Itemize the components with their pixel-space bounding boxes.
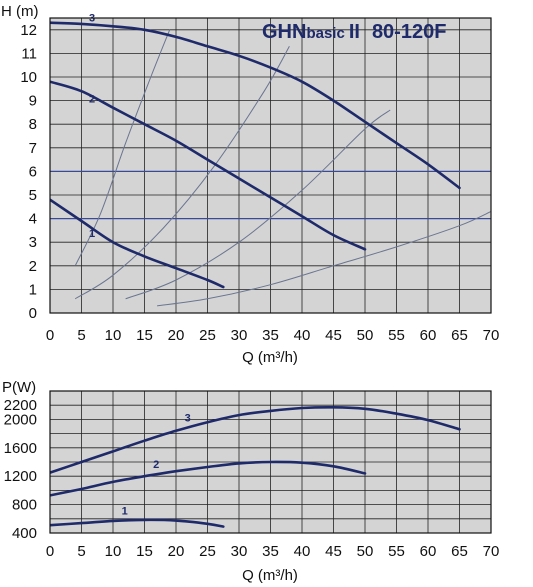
power-chart-x-tick-label: 70 — [483, 543, 500, 560]
power-curve-1 — [50, 518, 225, 528]
head-chart-x-tick-label: 25 — [199, 327, 216, 344]
head-chart-x-tick-label: 45 — [325, 327, 342, 344]
head-chart-y-tick-label: 0 — [29, 305, 37, 322]
head-chart-y-tick-label: 11 — [21, 45, 37, 62]
power-chart-series — [50, 405, 461, 528]
power-chart-x-tick-label: 30 — [231, 543, 248, 560]
power-chart-x-tick-label: 50 — [357, 543, 374, 560]
head-chart-x-tick-label: 60 — [420, 327, 437, 344]
power-chart-series-labels: 1 2 3 — [122, 412, 191, 517]
head-curve-1 — [50, 198, 225, 289]
head-chart-y-tick-label: 2 — [29, 258, 37, 275]
power-chart-y-axis-label: P(W) — [2, 379, 36, 396]
head-chart-x-tick-label: 55 — [388, 327, 405, 344]
head-chart-system-curve — [125, 109, 391, 300]
power-chart-x-tick-label: 55 — [388, 543, 405, 560]
head-chart-y-tick-label: 6 — [29, 163, 37, 180]
power-chart-x-tick-label: 40 — [294, 543, 311, 560]
power-chart-y-tick-label: 400 — [12, 525, 37, 542]
chart-title-model: 80-120F — [372, 21, 447, 43]
power-chart-y-tick-label: 1200 — [4, 468, 37, 485]
power-chart-x-tick-label: 10 — [105, 543, 122, 560]
head-chart-x-tick-label: 30 — [231, 327, 248, 344]
head-chart-series — [50, 21, 461, 289]
head-chart-x-tick-label: 5 — [77, 327, 85, 344]
head-curve-label-2: 2 — [89, 94, 95, 106]
head-chart-y-tick-label: 1 — [29, 281, 37, 298]
head-chart-y-tick-label: 4 — [29, 211, 37, 228]
head-chart-x-tick-label: 50 — [357, 327, 374, 344]
head-chart-x-tick-label: 70 — [483, 327, 500, 344]
chart-title-brand: GHN — [262, 21, 306, 43]
head-chart-x-tick-label: 40 — [294, 327, 311, 344]
power-chart-x-tick-label: 25 — [199, 543, 216, 560]
power-chart-y-tick-label: 2200 — [4, 397, 37, 414]
power-chart-x-axis-label: Q (m³/h) — [242, 567, 298, 584]
head-chart-x-tick-label: 20 — [168, 327, 185, 344]
head-chart-system-curve — [157, 211, 491, 307]
power-curve-label-1: 1 — [122, 506, 128, 518]
power-chart-frame — [49, 390, 492, 534]
power-chart-y-tick-label: 1600 — [4, 440, 37, 457]
chart-title-roman: II — [349, 21, 360, 43]
head-chart-y-axis-label: H (m) — [1, 3, 39, 20]
power-chart-y-tick-label: 800 — [12, 497, 37, 514]
head-chart-frame — [49, 17, 492, 314]
head-curve-label-1: 1 — [89, 228, 95, 240]
head-chart-x-tick-label: 15 — [136, 327, 153, 344]
head-chart-x-ticks: 0 5 10 15 20 25 30 35 40 45 50 55 60 65 70 — [46, 327, 500, 344]
head-chart-y-tick-label: 9 — [29, 93, 37, 110]
power-chart-x-tick-label: 45 — [325, 543, 342, 560]
head-chart-y-tick-label: 10 — [20, 69, 37, 86]
power-chart-x-ticks: 0 5 10 15 20 25 30 35 40 45 50 55 60 65 70 — [46, 543, 500, 560]
power-chart-x-tick-label: 5 — [77, 543, 85, 560]
head-chart-x-tick-label: 0 — [46, 327, 54, 344]
head-curve-3 — [50, 21, 461, 190]
head-chart-x-tick-label: 35 — [262, 327, 279, 344]
power-chart-x-tick-label: 65 — [451, 543, 468, 560]
head-chart-y-tick-label: 12 — [20, 22, 37, 39]
power-chart-x-tick-label: 20 — [168, 543, 185, 560]
head-chart-x-tick-label: 10 — [105, 327, 122, 344]
head-chart-y-tick-label: 3 — [29, 234, 37, 251]
power-chart-x-tick-label: 35 — [262, 543, 279, 560]
power-chart-x-tick-label: 0 — [46, 543, 54, 560]
chart-title-sub: basic — [306, 25, 344, 42]
power-curve-label-2: 2 — [153, 459, 159, 471]
power-chart-x-tick-label: 60 — [420, 543, 437, 560]
head-chart-x-axis-label: Q (m³/h) — [242, 349, 298, 366]
head-curve-2 — [50, 80, 367, 251]
head-chart-grid — [49, 18, 492, 314]
head-chart-y-tick-label: 5 — [29, 187, 37, 204]
head-chart-y-tick-label: 7 — [29, 140, 37, 157]
head-chart-y-tick-label: 8 — [29, 116, 37, 133]
power-curve-label-3: 3 — [185, 412, 191, 424]
power-curve-2 — [50, 460, 367, 497]
head-chart-system-curve — [74, 46, 290, 300]
power-chart-x-tick-label: 15 — [136, 543, 153, 560]
power-curve-3 — [50, 405, 461, 474]
chart-title: GHNbasic II 80-120F — [262, 21, 446, 43]
power-chart-y-tick-label: 2000 — [4, 411, 37, 428]
head-chart-x-tick-label: 65 — [451, 327, 468, 344]
